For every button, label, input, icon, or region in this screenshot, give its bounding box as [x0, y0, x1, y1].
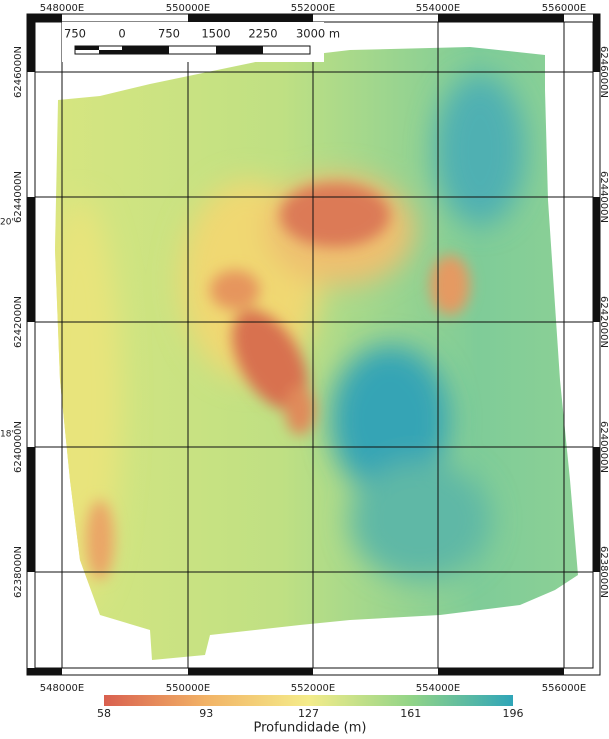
y-coord-label: 6242000N	[13, 296, 24, 348]
scale-label: 750	[158, 27, 180, 41]
scale-label: 0	[118, 27, 125, 41]
x-coord-label: 556000E	[542, 3, 587, 14]
y-coord-label: 6246000N	[598, 46, 609, 98]
x-coord-label: 550000E	[166, 683, 211, 694]
bathymetry-raster	[30, 40, 590, 670]
color-ramp	[104, 695, 513, 706]
legend-tick: 196	[503, 707, 524, 720]
y-coord-label: 6242000N	[598, 296, 609, 348]
x-coord-label: 552000E	[291, 683, 336, 694]
x-coord-label: 548000E	[40, 3, 85, 14]
scale-label: 3000 m	[296, 27, 340, 41]
legend-title: Profundidade (m)	[254, 721, 367, 736]
page: {"map": { "x_labels": ["548000E", "55000…	[0, 0, 609, 739]
legend-tick: 93	[199, 707, 213, 720]
scale-label: 1500	[201, 27, 230, 41]
y-coord-label: 6238000N	[13, 546, 24, 598]
legend-tick: 127	[298, 707, 319, 720]
y-coord-label: 6246000N	[13, 46, 24, 98]
y-coord-label: 6244000N	[598, 171, 609, 223]
x-coord-label: 554000E	[416, 3, 461, 14]
scale-label: 2250	[248, 27, 277, 41]
x-coord-label: 548000E	[40, 683, 85, 694]
x-coord-label: 550000E	[166, 3, 211, 14]
scale-bar	[62, 22, 324, 62]
y-coord-label: 6240000N	[598, 421, 609, 473]
legend-tick: 58	[97, 707, 111, 720]
scale-label: 750	[64, 27, 86, 41]
edge-label: 20'	[0, 218, 14, 228]
x-coord-label: 552000E	[291, 3, 336, 14]
x-coord-label: 556000E	[542, 683, 587, 694]
x-coord-label: 554000E	[416, 683, 461, 694]
y-coord-label: 6244000N	[13, 171, 24, 223]
map-view: 548000E 548000E 550000E 550000E 552000E 55200…	[0, 0, 609, 739]
edge-label: 18'	[0, 430, 14, 440]
y-coord-label: 6238000N	[598, 546, 609, 598]
legend-tick: 161	[400, 707, 421, 720]
y-coord-label: 6240000N	[13, 421, 24, 473]
